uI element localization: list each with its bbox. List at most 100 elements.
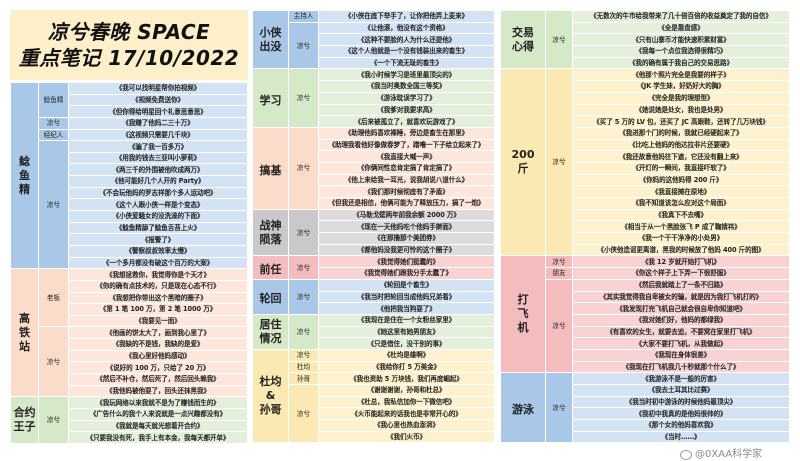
- speaker-cell: 孙哥: [288, 372, 319, 385]
- section-label-cell: 200斤: [500, 68, 546, 257]
- quote-cell: 《都他妈没我更可怜的这个圈子》: [318, 243, 495, 257]
- title-line-2: 重点笔记 17/10/2022: [18, 46, 240, 70]
- quote-cell: 《我当时奥数全国三等奖》: [318, 80, 495, 93]
- section-label-cell: 搞基: [252, 126, 289, 210]
- speaker-cell: 凉兮: [288, 68, 319, 128]
- quote-cell: 《骗了我一百多万》: [68, 140, 248, 153]
- speaker-cell: 凉兮: [545, 278, 573, 374]
- table-row: 朋友 《你这个样子上下弄一下很舒服》: [501, 267, 790, 280]
- quote-cell: 《两三千的外围被他吹成两万》: [68, 163, 248, 177]
- table-row: 小侠出没 主持人 《小侠在底下举手了，让你把他弄上麦来》: [252, 9, 495, 70]
- notes-table: 鲶鱼精 鲶鱼精 《我可以找明星帮你拍视频》 《视频免费送你》 《但你得给明星回个礼意思意…: [10, 81, 248, 444]
- table-row: 凉兮 《他画的饼太大了，画到我心里了》: [11, 326, 248, 398]
- notes-table-middle: 小侠出没 主持人 《小侠在底下举手了，让你把他弄上麦来》 凉兮 《让他滚，他没有这个资格…: [252, 9, 495, 444]
- section-label: 搞基: [259, 163, 282, 177]
- table-row: 《开灯的一瞬间，我直接吓软了》: [501, 161, 790, 175]
- speaker-cell: 凉兮: [545, 9, 573, 70]
- table-row: 《我们火币》: [253, 430, 495, 444]
- quote-cell: 《比吃上他妈的他达拉非片还要硬》: [572, 138, 790, 152]
- table-row: 高铁站 老板 《我想拯救你，我觉得你是个天才》: [10, 268, 248, 398]
- quote-cell: 《马勒戈壁两年前我余额 2000 万》: [318, 208, 495, 222]
- table-row: 学习 凉兮 《我小时候学习是班里最顶尖的》: [252, 68, 495, 128]
- table-row: 打飞机 凉兮 《我 12 岁就开始打飞机》: [500, 255, 790, 374]
- quote-cell: 《他上来给我一耳光，说我胡说八道什么》: [318, 173, 495, 187]
- table-row: 《我们那时候彻底有了矛盾》: [253, 185, 495, 198]
- quote-cell: 《我他妈被他耍了，回头还抹黑我》: [68, 384, 248, 398]
- section-label-cell: 战神陨落: [252, 208, 289, 257]
- table-row: 前任 凉兮 《我觉得她们挺蠢的》: [252, 255, 495, 280]
- quote-cell: 《小侠爱騒女的没洗澡的下面》: [68, 210, 248, 223]
- table-row: 游泳 凉兮 《我游泳不是一般的厉害》: [500, 372, 790, 444]
- quote-cell: 《我觉得她们挺蠢的》: [318, 255, 495, 269]
- table-row: 《但你得给明星回个礼意思意思》: [11, 105, 248, 118]
- quote-cell: 《你妈的这他妈得 200 斤》: [572, 173, 790, 187]
- section-label: 前任: [259, 263, 282, 277]
- quote-cell: 《我发现打完飞机自己就会很自卑你知道吧》: [572, 302, 790, 315]
- table-row: 《相当于从一个黑脸张飞 P 成了鞠婧祎》: [501, 220, 790, 234]
- quote-cell: 《JK 学生妹，好奶好大的胸》: [572, 80, 790, 93]
- quote-cell: 《买了 5 万的 LV 包，还买了 JC 高跟鞋，还转了几万块钱》: [572, 115, 790, 128]
- quote-cell: 《用我的钱去三亚叫小萝莉》: [68, 151, 248, 165]
- table-row: 《一个多月都没有破这个百万的大案》: [11, 256, 248, 270]
- quote-cell: 《一个多月都没有破这个百万的大案》: [68, 256, 248, 270]
- quote-cell: 《火币能起来的话我也是非常开心的》: [318, 407, 495, 421]
- notes-table-right: 交易心得 凉兮 《无数次的牛市给我带来了几十倍百倍的收益奠定了我的自信》 《全是靠盘感…: [500, 9, 790, 444]
- quote-cell: 《小侠在底下举手了，让你把他弄上麦来》: [318, 10, 495, 23]
- quote-cell: 《我真下不去嘴》: [572, 208, 790, 222]
- table-row: 《我直接大喊一声》: [253, 150, 495, 163]
- table-row: 《小侠他造谣更离谱，黑我的时候放了他妈 400 斤的图》: [501, 243, 790, 257]
- section-label-cell: 打飞机: [500, 255, 546, 374]
- speaker-cell: 凉兮: [288, 313, 319, 350]
- table-row: 战神陨落 凉兮 《马勒戈壁两年前我余额 2000 万》: [252, 208, 495, 257]
- quote-cell: 《我也资助 5 万块钱，我们再度崛起》: [318, 372, 495, 385]
- quote-cell: 《那个女的他妈喜欢我》: [572, 419, 790, 432]
- quote-cell: 《我初中我真的是他妈很帅的》: [572, 407, 790, 421]
- speaker-cell: 凉兮: [38, 326, 69, 398]
- table-row: 《我直接摊在原地》: [501, 185, 790, 198]
- quote-cell: 《小侠他造谣更离谱，黑我的时候放了他妈 400 斤的图》: [572, 243, 790, 257]
- section-label-cell: 居住情况: [252, 313, 289, 350]
- quote-cell: 《他画的饼太大了，画到我心里了》: [68, 326, 248, 340]
- quote-cell: 《我给你打 5 万美金》: [318, 360, 495, 374]
- quote-cell: 《我现在是住在一个女粉丝家里》: [318, 313, 495, 327]
- table-row: 《现在一天他妈吃个他妈手擀面》: [253, 220, 495, 234]
- speaker-cell: 经纪人: [38, 128, 69, 142]
- quote-cell: 《让他滚，他没有这个资格》: [318, 21, 495, 35]
- section-label: 战神陨落: [259, 218, 282, 246]
- section-label-cell: 高铁站: [10, 268, 39, 398]
- quote-cell: 《警察叔叔效率太慢》: [68, 244, 248, 258]
- table-row: 《当时……》: [501, 430, 790, 444]
- quote-cell: 《游泳耽误学习了》: [318, 91, 495, 105]
- section-label-cell: 鲶鱼精: [10, 81, 39, 270]
- quote-cell: 《但你得给明星回个礼意思意思》: [68, 105, 248, 118]
- notes-table: 交易心得 凉兮 《无数次的牛市给我带来了几十倍百倍的收益奠定了我的自信》 《全是靠盘感…: [500, 9, 790, 444]
- quote-cell: 《当时……》: [572, 430, 790, 444]
- table-row: 《我还故意他妈往下遮，它还没有翻上来》: [501, 150, 790, 163]
- quote-cell: 《我不知道该怎么应对这个局面》: [572, 197, 790, 210]
- table-row: 杜均 《我给你打 5 万美金》: [253, 360, 495, 374]
- quote-cell: 《我心里也热血澎湃》: [318, 419, 495, 432]
- quote-cell: 《你的确有点技术的，只是现在心态不行》: [68, 279, 248, 293]
- table-row: 《我每一个点位我选得很精巧》: [501, 45, 790, 58]
- table-row: 《小侠爱騒女的没洗澡的下面》: [11, 210, 248, 223]
- section-label: 高铁站: [19, 311, 30, 353]
- quote-cell: 《我每一个点位我选得很精巧》: [572, 45, 790, 58]
- page-title: 凉兮春晚 SPACE 重点笔记 17/10/2022: [10, 10, 248, 80]
- table-row: 经纪人 《这视频只需要几千块》: [11, 128, 248, 142]
- table-row: 《鲶鱼精舔了鲶鱼舌苔上火》: [11, 221, 248, 235]
- speaker-cell: 凉兮: [288, 383, 319, 444]
- quote-cell: 《助理他妈喜欢裸睡，旁边是畜生在那里》: [318, 126, 495, 140]
- quote-cell: 《广告什么的我个人来说就是一点兴趣都没有》: [68, 407, 248, 421]
- speaker-cell: 凉兮: [288, 126, 319, 210]
- quote-cell: 《轮回是个畜生》: [318, 278, 495, 292]
- table-row: 凉兮 《骗了我一百多万》: [11, 140, 248, 270]
- table-row: 《这种不要脸的人为什么还提他》: [253, 33, 495, 47]
- quote-cell: 《我 12 岁就开始打飞机》: [572, 255, 790, 269]
- table-row: 《那个女的他妈喜欢我》: [501, 419, 790, 432]
- quote-cell: 《说好的 100 万，只给了 20 万》: [68, 361, 248, 375]
- section-label: 杜均 & 孙哥: [259, 375, 282, 417]
- table-row: 《我一个干干净净的小处男》: [501, 232, 790, 245]
- table-row: 《他上来给我一耳光，说我胡说八道什么》: [253, 173, 495, 187]
- speaker-cell: 凉兮: [38, 116, 69, 130]
- table-row: 《都他妈没我更可怜的这个圈子》: [253, 243, 495, 257]
